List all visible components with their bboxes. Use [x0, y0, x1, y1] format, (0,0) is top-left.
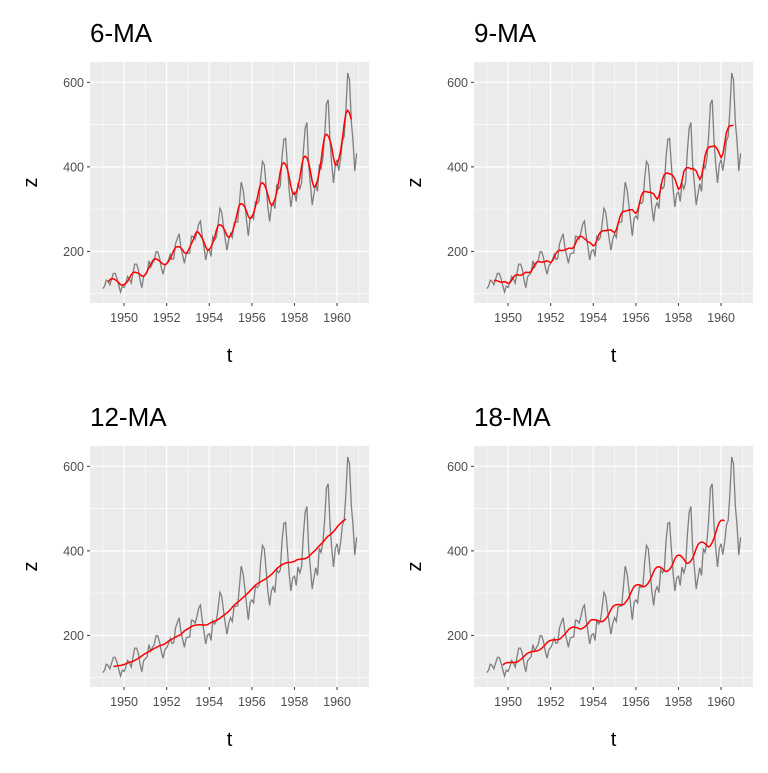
x-tick-label: 1954 [579, 695, 607, 709]
panel-title: 12-MA [90, 402, 167, 432]
x-tick-label: 1950 [110, 695, 138, 709]
series-raw-line [486, 456, 742, 679]
x-tick-label: 1960 [323, 311, 351, 325]
panel-title: 9-MA [474, 18, 537, 48]
x-tick-label: 1952 [153, 695, 181, 709]
x-tick-label: 1954 [579, 311, 607, 325]
panel-9-ma: 9-MA 1950 1952 1954 1956 1958 1960 200 400 600 t z [384, 0, 768, 384]
plot-background [90, 446, 369, 687]
plot-background [90, 62, 369, 303]
x-tick-label: 1958 [281, 695, 309, 709]
x-tick-label: 1952 [537, 695, 565, 709]
x-axis-title: t [227, 729, 233, 751]
x-tick-label: 1954 [195, 311, 223, 325]
series-ma-line [493, 124, 734, 285]
y-tick-label: 400 [447, 160, 468, 174]
panel-12-ma: 12-MA 1950 1952 1954 1956 1958 1960 200 400 600 t z [0, 384, 384, 768]
y-tick-label: 200 [447, 245, 468, 259]
x-tick-label: 1958 [281, 311, 309, 325]
x-tick-label: 1958 [665, 311, 693, 325]
x-tick-label: 1952 [537, 311, 565, 325]
y-tick-label: 400 [63, 544, 84, 558]
x-tick-label: 1956 [622, 311, 650, 325]
x-tick-label: 1952 [153, 311, 181, 325]
chart-svg: 9-MA 1950 1952 1954 1956 1958 1960 200 400 600 t z [404, 18, 753, 367]
panel-title: 6-MA [90, 18, 153, 48]
x-tick-label: 1950 [494, 311, 522, 325]
x-tick-label: 1954 [195, 695, 223, 709]
x-tick-label: 1958 [665, 695, 693, 709]
x-tick-label: 1956 [622, 695, 650, 709]
chart-svg: 18-MA 1950 1952 1954 1956 1958 1960 200 400 600 t z [404, 402, 753, 751]
y-tick-label: 600 [447, 76, 468, 90]
x-axis-title: t [227, 345, 233, 367]
x-tick-label: 1956 [238, 695, 266, 709]
y-axis-title: z [20, 562, 42, 572]
y-axis-title: z [20, 178, 42, 188]
panel-6-ma: 6-MA 1950 1952 1954 1956 1958 1960 200 400 600 t z [0, 0, 384, 384]
series-ma-line [113, 518, 347, 668]
x-tick-label: 1950 [110, 311, 138, 325]
y-tick-label: 600 [63, 460, 84, 474]
x-tick-label: 1960 [707, 695, 735, 709]
series-raw-line [486, 72, 742, 295]
x-tick-label: 1950 [494, 695, 522, 709]
x-axis-title: t [611, 345, 617, 367]
chart-svg: 12-MA 1950 1952 1954 1956 1958 1960 200 400 600 t z [20, 402, 369, 751]
chart-svg: 6-MA 1950 1952 1954 1956 1958 1960 200 400 600 t z [20, 18, 369, 367]
y-tick-label: 400 [447, 544, 468, 558]
y-axis-title: z [404, 178, 426, 188]
x-tick-label: 1960 [323, 695, 351, 709]
y-tick-label: 600 [63, 76, 84, 90]
series-ma-line [502, 519, 725, 666]
y-tick-label: 200 [63, 629, 84, 643]
plot-background [474, 446, 753, 687]
panel-title: 18-MA [474, 402, 551, 432]
panel-18-ma: 18-MA 1950 1952 1954 1956 1958 1960 200 400 600 t z [384, 384, 768, 768]
y-tick-label: 400 [63, 160, 84, 174]
y-tick-label: 200 [63, 245, 84, 259]
x-tick-label: 1956 [238, 311, 266, 325]
plot-background [474, 62, 753, 303]
series-raw-line [102, 456, 358, 679]
x-axis-title: t [611, 729, 617, 751]
series-ma-line [107, 108, 353, 286]
y-tick-label: 600 [447, 460, 468, 474]
y-axis-title: z [404, 562, 426, 572]
y-tick-label: 200 [447, 629, 468, 643]
x-tick-label: 1960 [707, 311, 735, 325]
